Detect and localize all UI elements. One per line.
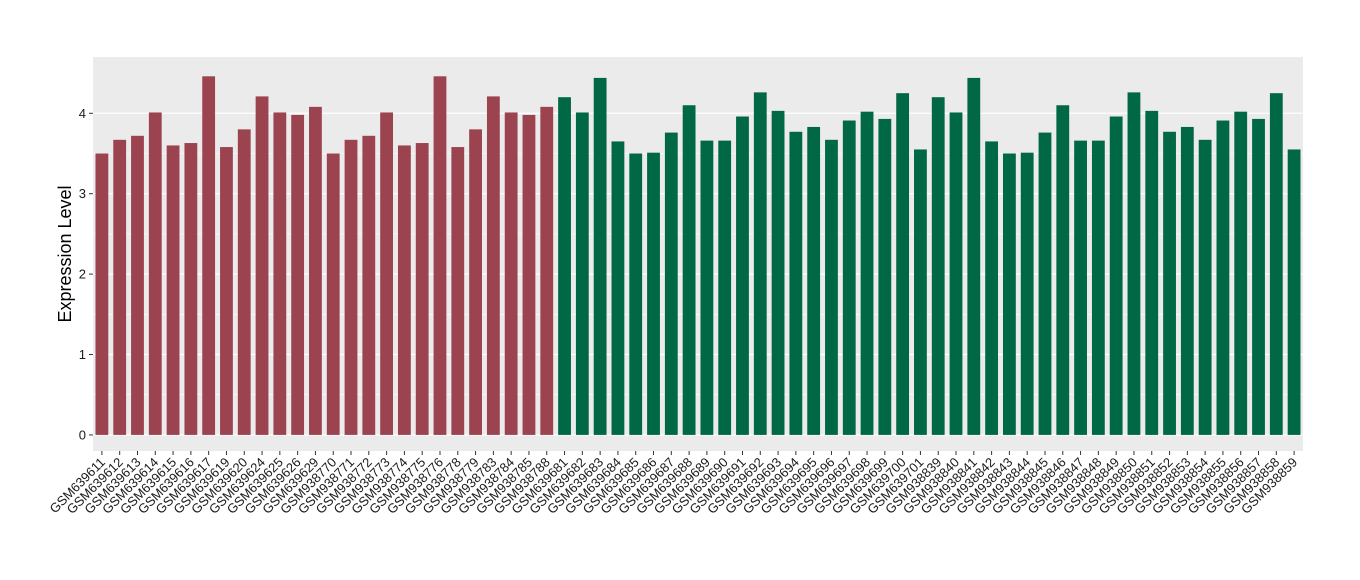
bar-GSM639684 (611, 141, 625, 435)
y-tick-label: 4 (79, 106, 86, 121)
bar-GSM639698 (860, 111, 874, 435)
bar-GSM639615 (166, 145, 180, 435)
x-axis: GSM639611GSM639612GSM639613GSM639614GSM6… (46, 451, 1300, 517)
bar-GSM938848 (1091, 140, 1105, 435)
bar-GSM938856 (1234, 111, 1248, 435)
bar-GSM639700 (896, 93, 910, 435)
bar-GSM639613 (131, 135, 144, 435)
bar-GSM938849 (1109, 116, 1123, 435)
bar-GSM639699 (878, 118, 892, 435)
bar-GSM639614 (148, 112, 162, 435)
bar-GSM639629 (309, 106, 322, 435)
bar-GSM639692 (753, 92, 767, 435)
bar-GSM639690 (718, 140, 732, 435)
bar-GSM639624 (255, 96, 269, 435)
bar-GSM639691 (736, 116, 749, 435)
bar-GSM938843 (1002, 153, 1016, 435)
bar-GSM639625 (273, 112, 287, 435)
y-tick-label: 2 (79, 267, 86, 282)
bar-GSM639616 (184, 143, 198, 435)
bar-GSM938774 (397, 145, 411, 435)
y-axis: 0 1 2 3 4 (79, 106, 93, 442)
bar-GSM938840 (949, 112, 963, 435)
bar-GSM938847 (1074, 140, 1087, 435)
bar-GSM938853 (1180, 126, 1194, 435)
bar-GSM938779 (469, 129, 482, 435)
bar-GSM938842 (985, 141, 999, 435)
bar-GSM938855 (1216, 120, 1230, 435)
bar-GSM639685 (629, 153, 643, 435)
bar-GSM639695 (807, 126, 821, 435)
bar-GSM938771 (344, 139, 358, 435)
bar-GSM639694 (789, 131, 803, 435)
bar-GSM639687 (664, 132, 678, 435)
bar-GSM639681 (558, 97, 571, 435)
bar-GSM938788 (540, 106, 554, 435)
bar-GSM639683 (593, 77, 607, 435)
bar-GSM938852 (1163, 131, 1176, 435)
bar-GSM639701 (914, 149, 927, 435)
bar-GSM938784 (504, 112, 518, 435)
bar-GSM938778 (451, 147, 465, 435)
bar-GSM938854 (1198, 139, 1212, 435)
bar-GSM938846 (1056, 105, 1070, 435)
bar-GSM938776 (433, 76, 447, 435)
bar-GSM938841 (967, 77, 981, 435)
y-tick-label: 0 (79, 427, 86, 442)
bar-GSM938770 (326, 153, 340, 435)
bar-GSM938772 (362, 135, 376, 435)
bar-GSM639620 (237, 129, 251, 435)
bar-GSM938857 (1252, 118, 1265, 435)
bar-GSM938844 (1020, 152, 1034, 435)
bar-GSM938858 (1269, 93, 1283, 435)
y-tick-label: 1 (79, 347, 86, 362)
bar-GSM639612 (113, 139, 127, 435)
bars (95, 76, 1301, 435)
bar-GSM639626 (291, 114, 305, 435)
bar-GSM639696 (825, 139, 838, 435)
bar-GSM938785 (522, 114, 536, 435)
bar-GSM639619 (220, 147, 233, 435)
y-tick-label: 3 (79, 186, 86, 201)
bar-GSM639617 (202, 76, 216, 435)
bar-GSM938839 (931, 97, 945, 435)
bar-GSM639689 (700, 140, 714, 435)
bar-GSM938775 (415, 143, 429, 435)
bar-GSM938783 (486, 96, 500, 435)
bar-GSM938773 (380, 112, 394, 435)
bar-GSM938850 (1127, 92, 1141, 435)
bar-GSM639686 (647, 152, 660, 435)
bar-GSM938845 (1038, 132, 1052, 435)
bar-GSM639693 (771, 110, 785, 435)
bar-GSM639688 (682, 105, 696, 435)
y-axis-title: Expression Level (55, 185, 75, 322)
bar-GSM639697 (842, 120, 856, 435)
bar-GSM639611 (95, 153, 109, 435)
bar-GSM938851 (1145, 110, 1159, 435)
bar-GSM639682 (575, 112, 589, 435)
bar-GSM938859 (1287, 149, 1301, 435)
